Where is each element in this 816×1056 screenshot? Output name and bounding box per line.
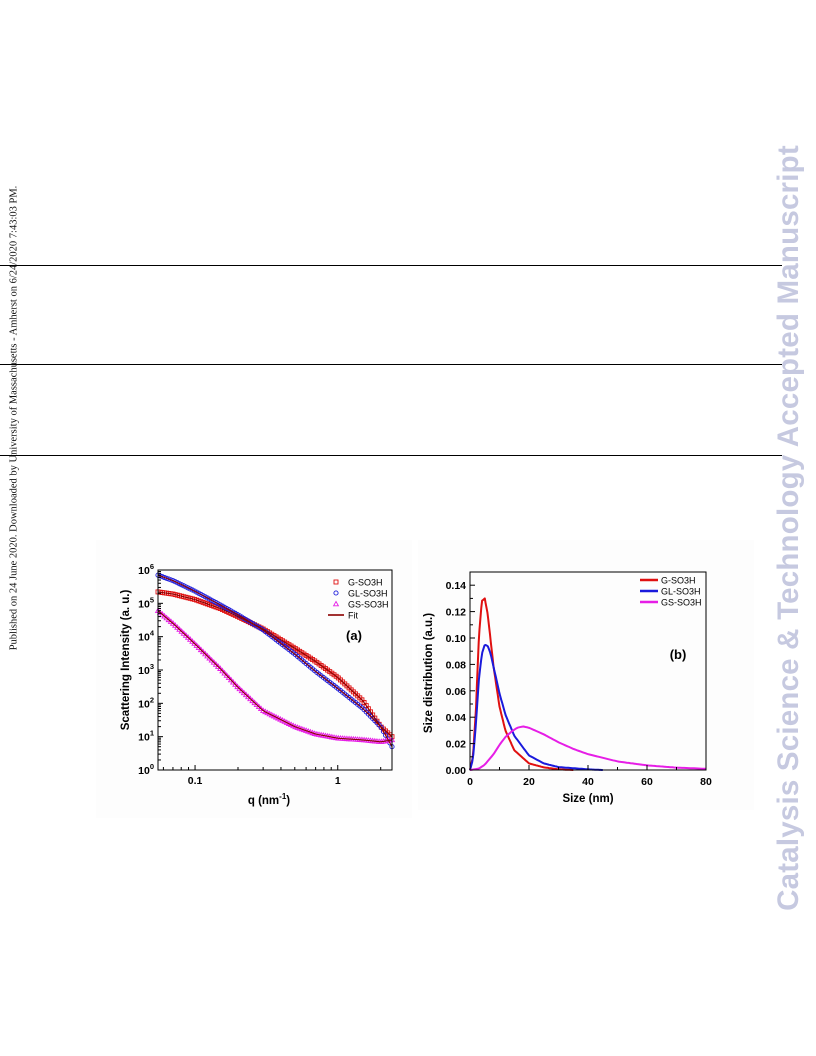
x-tick-label: 1: [335, 775, 341, 787]
y-tick-label: 104: [138, 629, 155, 644]
fit-line: [157, 574, 393, 747]
data-point: [212, 661, 220, 667]
rule-2: [0, 364, 782, 365]
data-point: [193, 642, 200, 648]
x-tick-label: 0: [467, 776, 473, 788]
data-point: [257, 705, 265, 712]
legend-marker: [333, 579, 339, 585]
y-tick-label: 0.06: [446, 686, 467, 698]
data-point: [232, 681, 239, 687]
y-tick-label: 0.12: [446, 607, 467, 619]
data-point: [251, 699, 258, 706]
rule-1: [0, 265, 782, 266]
data-point: [204, 652, 211, 659]
data-point: [255, 703, 263, 710]
data-point: [223, 672, 230, 678]
series-line-gl-so3h: [469, 644, 603, 771]
legend-label: Fit: [348, 611, 358, 621]
y-tick-label: 105: [138, 595, 154, 610]
legend-label: GS-SO3H: [661, 598, 702, 608]
data-point: [199, 648, 207, 655]
journal-watermark: Catalysis Science & Technology Accepted …: [772, 145, 805, 911]
data-point: [229, 678, 237, 685]
data-point: [227, 676, 235, 683]
rule-3: [0, 455, 782, 456]
x-tick-label: 40: [582, 776, 594, 788]
x-tick-label: 20: [523, 776, 535, 788]
legend-label: GL-SO3H: [661, 587, 701, 597]
data-point: [378, 725, 384, 731]
series-line-gs-so3h: [469, 725, 707, 771]
data-point: [234, 683, 241, 690]
data-point: [240, 689, 248, 696]
x-axis-label: Size (nm): [562, 793, 613, 805]
y-tick-label: 100: [138, 762, 154, 777]
legend-label: G-SO3H: [348, 578, 383, 588]
data-point: [176, 626, 183, 632]
panel-label-b: (b): [670, 647, 687, 662]
y-tick-label: 0.02: [446, 739, 467, 751]
y-tick-label: 0.08: [446, 659, 467, 671]
data-point: [182, 632, 190, 638]
y-tick-label: 0.04: [446, 712, 467, 724]
publication-note: Published on 24 June 2020. Downloaded by…: [8, 185, 20, 651]
y-tick-label: 0.00: [446, 765, 467, 777]
y-tick-label: 0.14: [446, 580, 467, 592]
scattering-chart: 100 101 102 103 104 105 106 0.1 1 Scattering Int…: [96, 540, 412, 818]
y-tick-label: 106: [138, 562, 154, 577]
y-tick-label: 102: [138, 695, 154, 710]
y-tick-label: 0.10: [446, 633, 467, 645]
fit-line: [157, 610, 393, 743]
legend-label: GS-SO3H: [348, 600, 389, 610]
legend-marker: [332, 600, 340, 607]
data-point: [202, 650, 209, 657]
data-point: [172, 622, 179, 628]
data-point: [210, 658, 217, 665]
panel-label-a: (a): [346, 628, 362, 643]
data-point: [219, 667, 226, 674]
x-axis-label: q (nm-1): [248, 792, 290, 807]
data-point: [225, 674, 233, 681]
data-point: [238, 687, 245, 694]
series-line-g-so3h: [469, 597, 574, 771]
data-point: [208, 656, 215, 663]
y-tick-label: 103: [138, 662, 154, 677]
x-tick-label: 60: [641, 776, 653, 788]
legend-label: G-SO3H: [661, 576, 696, 586]
data-point: [174, 624, 181, 630]
y-axis-label: Scattering Intensity (a. u.): [120, 590, 132, 731]
data-point: [383, 732, 389, 738]
data-point: [195, 644, 202, 650]
data-point: [244, 693, 252, 700]
data-point: [184, 634, 192, 640]
data-point: [242, 691, 250, 698]
x-tick-label: 80: [700, 776, 712, 788]
size-distribution-chart: 0.00 0.02 0.04 0.06 0.08 0.10 0.12 0.14 0 20 40 60 8…: [418, 540, 754, 810]
legend-label: GL-SO3H: [348, 589, 388, 599]
fit-line: [157, 591, 393, 738]
data-point: [206, 654, 213, 661]
data-point: [180, 630, 187, 636]
data-point: [221, 669, 228, 676]
x-tick-label: 0.1: [188, 775, 203, 787]
data-point: [187, 636, 194, 642]
data-point: [178, 628, 185, 634]
data-point: [217, 665, 224, 671]
data-point: [236, 685, 243, 692]
legend-marker: [333, 590, 339, 596]
y-axis-label: Size distribution (a.u.): [423, 613, 435, 733]
y-tick-label: 101: [138, 729, 154, 744]
data-point: [249, 697, 256, 704]
data-point: [197, 646, 205, 653]
